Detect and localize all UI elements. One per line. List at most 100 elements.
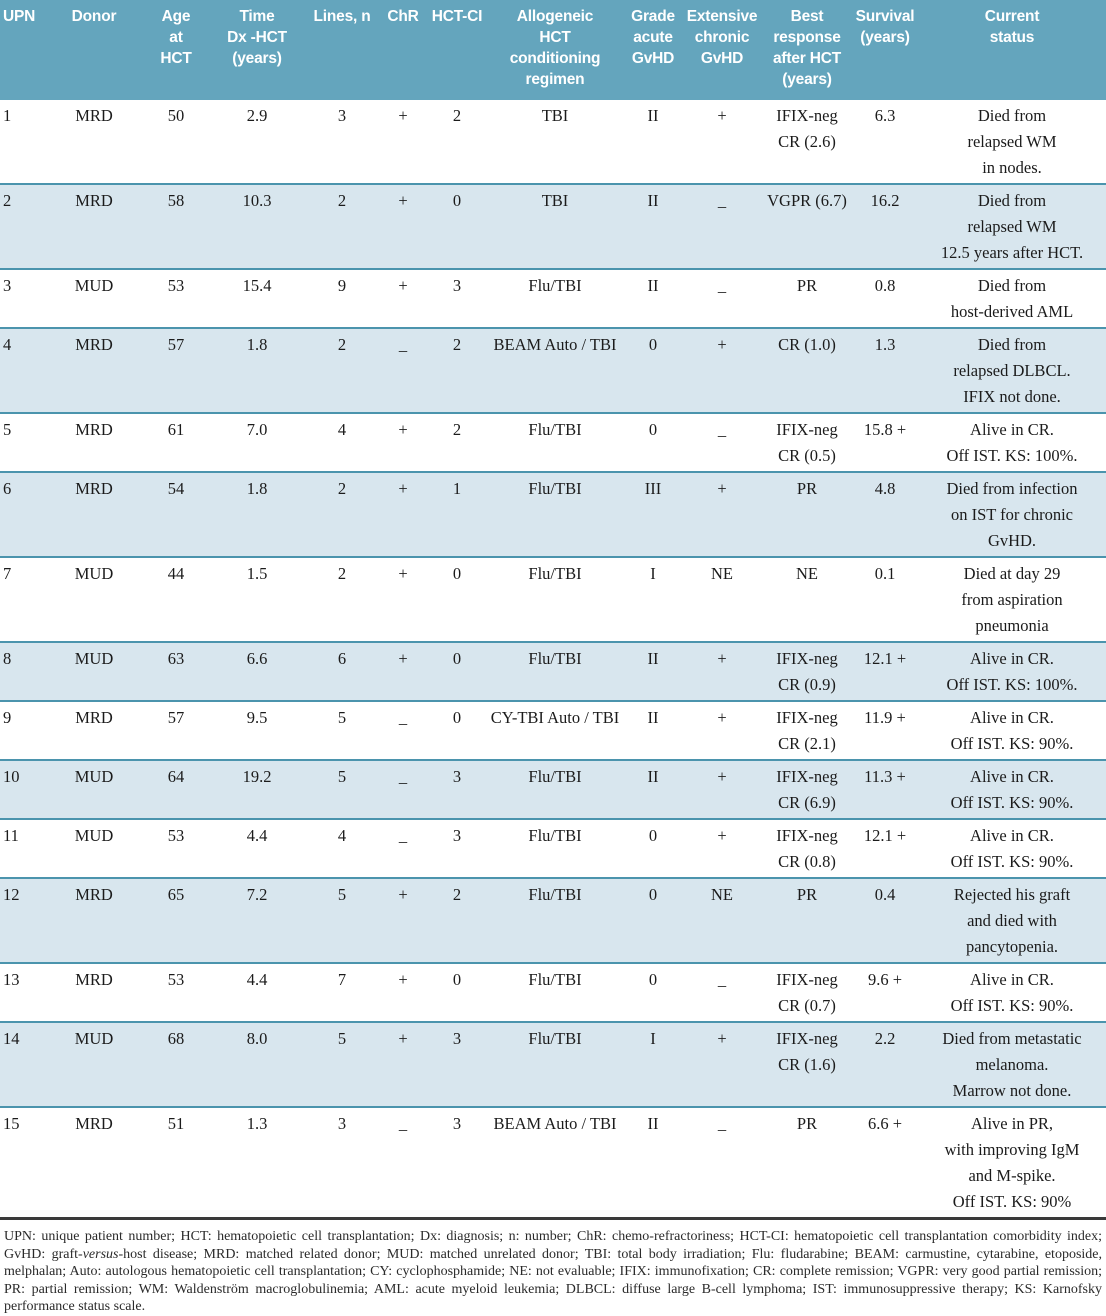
cell-hctci: 3	[452, 276, 462, 295]
table-footnote: UPN: unique patient number; HCT: hematop…	[0, 1224, 1106, 1316]
cell-upn: 4	[3, 335, 12, 354]
cell-upn: 7	[3, 564, 12, 583]
cell-lines: 3	[337, 1114, 347, 1133]
column-header-best-response: Best response after HCT (years)	[762, 0, 852, 100]
cell-regimen: Flu/TBI	[528, 564, 582, 583]
cell-hctci: 1	[452, 479, 462, 498]
cell-status: Alive in CR. Off IST. KS: 90%.	[950, 708, 1074, 753]
cell-survival: 1.3	[874, 335, 896, 354]
cell-chr: _	[398, 767, 408, 786]
cell-lines: 7	[337, 970, 347, 989]
column-header-hct-ci: HCT-CI	[428, 0, 486, 100]
table-row: 6 MRD 54 1.8 2 +1 Flu/TBI III + PR 4.8 Died from in…	[0, 472, 1106, 557]
table-row: 15 MRD 51 1.3 3 _ 3 BEAM Auto / TBI II _ PR 6.6 + Al…	[0, 1107, 1106, 1219]
cell-donor: MRD	[75, 885, 113, 904]
cell-chronic: +	[717, 708, 727, 727]
cell-chr: +	[398, 191, 408, 210]
cell-chr: +	[398, 1029, 408, 1048]
cell-age: 44	[167, 564, 185, 583]
cell-response: PR	[796, 885, 818, 904]
cell-time: 1.8	[246, 479, 268, 498]
column-header-survival: Survival (years)	[852, 0, 918, 100]
cell-hctci: 3	[452, 1114, 462, 1133]
cell-upn: 2	[3, 191, 12, 210]
table-row: 11 MUD 53 4.4 4 _ 3 Flu/TBI 0 + IFIX-neg CR (0.8) 1…	[0, 819, 1106, 878]
cell-survival: 16.2	[870, 191, 900, 210]
cell-hctci: 2	[452, 106, 462, 125]
cell-regimen: CY-TBI Auto / TBI	[490, 708, 620, 727]
patient-characteristics-table: UPN Donor Age at HCT Time Dx -HCT (years…	[0, 0, 1106, 1220]
column-header-upn: UPN	[0, 0, 44, 100]
cell-response: PR	[796, 276, 818, 295]
cell-age: 63	[167, 649, 185, 668]
footnote-text-part2: -host disease; MRD: matched related dono…	[4, 1246, 1102, 1315]
cell-donor: MRD	[75, 1114, 113, 1133]
cell-time: 6.6	[246, 649, 268, 668]
cell-survival: 0.1	[874, 564, 896, 583]
cell-response: IFIX-neg CR (0.8)	[776, 826, 838, 871]
cell-status: Died from metastatic melanoma. Marrow no…	[942, 1029, 1082, 1100]
cell-upn: 13	[3, 970, 20, 989]
cell-regimen: Flu/TBI	[528, 479, 582, 498]
table-row: 3 MUD 53 15.4 9 +3 Flu/TBI II _ PR 0.8 Died from ho…	[0, 269, 1106, 328]
cell-grade: 0	[648, 970, 658, 989]
cell-chronic: _	[717, 1114, 727, 1133]
cell-regimen: TBI	[541, 191, 569, 210]
cell-hctci: 0	[452, 649, 462, 668]
cell-age: 51	[167, 1114, 185, 1133]
cell-time: 2.9	[246, 106, 268, 125]
cell-time: 7.0	[246, 420, 268, 439]
cell-grade: 0	[648, 826, 658, 845]
cell-regimen: Flu/TBI	[528, 826, 582, 845]
table-body: 1 MRD 50 2.9 3 +2 TBI II + IFIX-neg CR (2.6) 6.3 Di…	[0, 100, 1106, 1219]
cell-chronic: _	[717, 970, 727, 989]
cell-lines: 2	[337, 335, 347, 354]
cell-upn: 10	[3, 767, 20, 786]
cell-status: Alive in PR, with improving IgM and M-sp…	[944, 1114, 1080, 1211]
cell-response: IFIX-neg CR (2.1)	[776, 708, 838, 753]
column-header-current-status: Current status	[918, 0, 1106, 100]
cell-time: 9.5	[246, 708, 268, 727]
cell-donor: MRD	[75, 106, 113, 125]
cell-chronic: +	[717, 1029, 727, 1048]
cell-donor: MUD	[74, 767, 114, 786]
cell-upn: 9	[3, 708, 12, 727]
cell-grade: II	[647, 191, 659, 210]
table-row: 10 MUD 64 19.2 5 _ 3 Flu/TBI II + IFIX-neg CR (6.9…	[0, 760, 1106, 819]
cell-hctci: 0	[452, 564, 462, 583]
cell-hctci: 3	[452, 1029, 462, 1048]
cell-upn: 8	[3, 649, 12, 668]
cell-chronic: _	[717, 191, 727, 210]
cell-age: 50	[167, 106, 185, 125]
cell-chronic: _	[717, 420, 727, 439]
cell-time: 1.3	[246, 1114, 268, 1133]
cell-hctci: 3	[452, 826, 462, 845]
cell-status: Died from relapsed WM 12.5 years after H…	[940, 191, 1084, 262]
cell-age: 68	[167, 1029, 185, 1048]
cell-lines: 5	[337, 767, 347, 786]
cell-age: 57	[167, 335, 185, 354]
cell-grade: II	[647, 649, 659, 668]
cell-grade: III	[644, 479, 662, 498]
cell-upn: 12	[3, 885, 20, 904]
cell-chronic: +	[717, 479, 727, 498]
cell-time: 8.0	[246, 1029, 268, 1048]
cell-grade: II	[647, 106, 659, 125]
cell-time: 4.4	[246, 826, 268, 845]
header-row: UPN Donor Age at HCT Time Dx -HCT (years…	[0, 0, 1106, 100]
cell-response: CR (1.0)	[778, 335, 836, 354]
cell-regimen: Flu/TBI	[528, 420, 582, 439]
cell-chr: +	[398, 885, 408, 904]
cell-chr: +	[398, 276, 408, 295]
cell-survival: 4.8	[874, 479, 896, 498]
column-header-donor: Donor	[44, 0, 144, 100]
cell-regimen: Flu/TBI	[528, 767, 582, 786]
cell-chronic: _	[717, 276, 727, 295]
cell-donor: MRD	[75, 420, 113, 439]
cell-chronic: +	[717, 826, 727, 845]
cell-status: Alive in CR. Off IST. KS: 100%.	[946, 649, 1078, 694]
cell-donor: MRD	[75, 335, 113, 354]
cell-response: IFIX-neg CR (6.9)	[776, 767, 838, 812]
cell-grade: 0	[648, 885, 658, 904]
